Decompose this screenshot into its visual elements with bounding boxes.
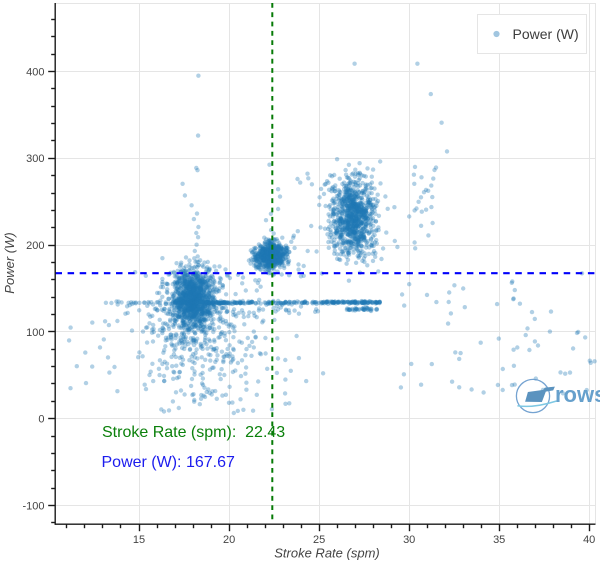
svg-text:35: 35 — [493, 534, 505, 546]
svg-text:300: 300 — [26, 153, 44, 165]
svg-text:Power (W): Power (W) — [513, 26, 579, 42]
svg-text:400: 400 — [26, 66, 44, 78]
svg-text:200: 200 — [26, 240, 44, 252]
svg-text:20: 20 — [223, 534, 235, 546]
svg-text:0: 0 — [38, 414, 44, 426]
svg-text:30: 30 — [403, 534, 415, 546]
svg-text:100: 100 — [26, 327, 44, 339]
svg-text:-100: -100 — [22, 500, 44, 512]
svg-text:15: 15 — [133, 534, 145, 546]
svg-text:rows: rows — [555, 382, 600, 407]
svg-text:Power (W): 167.67: Power (W): 167.67 — [102, 454, 235, 471]
svg-text:40: 40 — [583, 534, 595, 546]
svg-text:Stroke Rate (spm): Stroke Rate (spm) — [274, 545, 379, 560]
svg-text:Stroke Rate (spm): 22.43: Stroke Rate (spm): 22.43 — [102, 424, 285, 441]
svg-text:Power (W): Power (W) — [2, 232, 17, 293]
svg-text:25: 25 — [313, 534, 325, 546]
